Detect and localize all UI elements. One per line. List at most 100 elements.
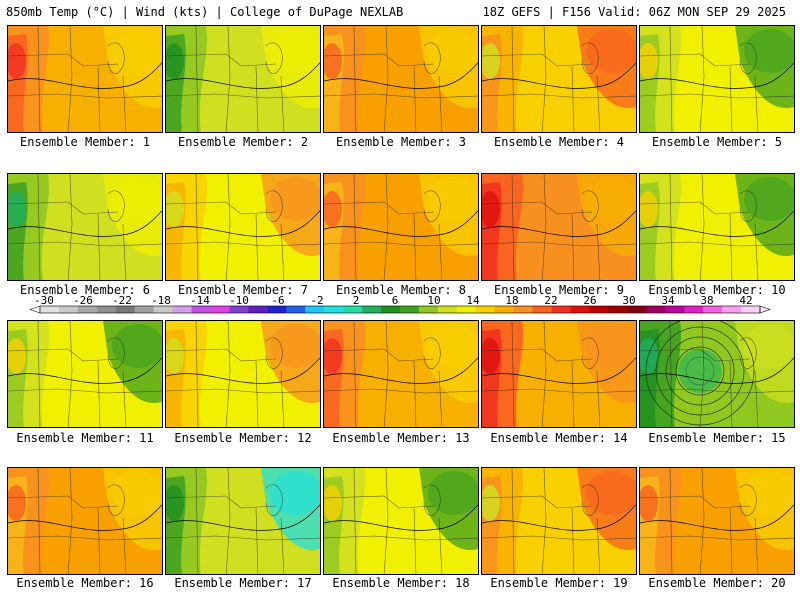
colorbar-swatch [646,306,666,313]
colorbar-tick-label: 26 [583,296,596,307]
ensemble-member-label: Ensemble Member: 2 [177,135,309,149]
ensemble-member-label: Ensemble Member: 5 [651,135,783,149]
colorbar-swatch [153,306,173,313]
ensemble-member-label: Ensemble Member: 18 [332,576,470,590]
colorbar-tick-label: 42 [739,296,752,307]
ensemble-member-label: Ensemble Member: 14 [490,431,628,445]
colorbar-swatch [305,306,325,313]
temperature-map-20 [640,468,794,574]
colorbar-tick-label: -2 [310,296,323,307]
colorbar-swatch [741,306,761,313]
colorbar-swatch [343,306,363,313]
temperature-map-6 [8,174,162,280]
temperature-map-2 [166,26,320,132]
temperature-map-12 [166,321,320,427]
colorbar-tick-label: 22 [544,296,557,307]
ensemble-panel-20 [639,467,795,575]
ensemble-panel-2 [165,25,321,133]
temperature-map-1 [8,26,162,132]
colorbar-swatch [513,306,533,313]
temperature-map-14 [482,321,636,427]
colorbar-tick-label: -30 [34,296,54,307]
colorbar-swatch [570,306,590,313]
temperature-map-19 [482,468,636,574]
colorbar-tick-label: -26 [73,296,93,307]
ensemble-panel-9 [481,173,637,281]
ensemble-panel-18 [323,467,479,575]
ensemble-member-label: Ensemble Member: 9 [493,283,625,297]
colorbar-swatch [210,306,230,313]
colorbar-tick-label: 2 [353,296,360,307]
colorbar-swatch [324,306,344,313]
temperature-map-7 [166,174,320,280]
colorbar-tick-label: -6 [271,296,284,307]
temperature-map-18 [324,468,478,574]
ensemble-member-label: Ensemble Member: 20 [648,576,786,590]
colorbar-swatch [627,306,647,313]
ensemble-member-label: Ensemble Member: 1 [19,135,151,149]
temperature-map-9 [482,174,636,280]
colorbar-tick-label: 18 [505,296,518,307]
ensemble-member-label: Ensemble Member: 12 [174,431,312,445]
colorbar-swatch [229,306,249,313]
map-title: 850mb Temp (°C) | Wind (kts) | College o… [6,5,404,19]
temperature-map-15 [640,321,794,427]
ensemble-panel-1 [7,25,163,133]
model-run-info: 18Z GEFS | F156 Valid: 06Z MON SEP 29 20… [482,5,786,19]
colorbar-swatch [400,306,420,313]
colorbar-swatch [684,306,704,313]
colorbar-swatch [608,306,628,313]
temperature-map-4 [482,26,636,132]
temperature-map-17 [166,468,320,574]
ensemble-member-label: Ensemble Member: 17 [174,576,312,590]
colorbar-tick-label: 34 [661,296,675,307]
colorbar-swatch [381,306,401,313]
ensemble-member-label: Ensemble Member: 11 [16,431,154,445]
colorbar-tick-label: 10 [427,296,440,307]
colorbar-swatch [191,306,211,313]
temperature-map-16 [8,468,162,574]
temperature-map-3 [324,26,478,132]
colorbar-swatch [703,306,723,313]
ensemble-panel-3 [323,25,479,133]
colorbar-swatch [722,306,742,313]
colorbar-swatch [134,306,154,313]
colorbar-swatch [475,306,496,313]
ensemble-member-label: Ensemble Member: 10 [648,283,786,297]
temperature-map-8 [324,174,478,280]
colorbar-swatch [665,306,685,313]
colorbar-swatch [58,306,79,313]
colorbar-tick-label: 6 [392,296,399,307]
temperature-map-13 [324,321,478,427]
colorbar-swatch [40,306,60,313]
ensemble-panel-11 [7,320,163,428]
colorbar-tick-label: -22 [112,296,132,307]
colorbar-tick-label: 30 [622,296,635,307]
colorbar-swatch [115,306,136,313]
colorbar-tick-label: -14 [190,296,210,307]
colorbar-tick-label: -18 [151,296,171,307]
ensemble-panel-15 [639,320,795,428]
ensemble-member-label: Ensemble Member: 19 [490,576,628,590]
header: 850mb Temp (°C) | Wind (kts) | College o… [0,0,800,22]
ensemble-panel-5 [639,25,795,133]
colorbar-swatch [551,306,571,313]
colorbar-swatch [96,306,117,313]
colorbar-tick-label: 38 [700,296,713,307]
ensemble-member-label: Ensemble Member: 3 [335,135,467,149]
ensemble-member-label: Ensemble Member: 8 [335,283,467,297]
ensemble-member-label: Ensemble Member: 7 [177,283,309,297]
ensemble-panel-12 [165,320,321,428]
colorbar-swatch [362,306,382,313]
colorbar-tick-label: 14 [466,296,480,307]
ensemble-panel-14 [481,320,637,428]
ensemble-panel-19 [481,467,637,575]
colorbar-swatch [418,306,439,313]
colorbar-swatch [589,306,609,313]
colorbar-swatch [286,306,306,313]
ensemble-panel-7 [165,173,321,281]
ensemble-member-label: Ensemble Member: 16 [16,576,154,590]
ensemble-panel-8 [323,173,479,281]
ensemble-member-label: Ensemble Member: 13 [332,431,470,445]
temperature-colorbar: -30 -26 -22 -18 -14 -10 -6 -2 2 6 10 14 18 22 26 30 34 38… [29,296,771,314]
